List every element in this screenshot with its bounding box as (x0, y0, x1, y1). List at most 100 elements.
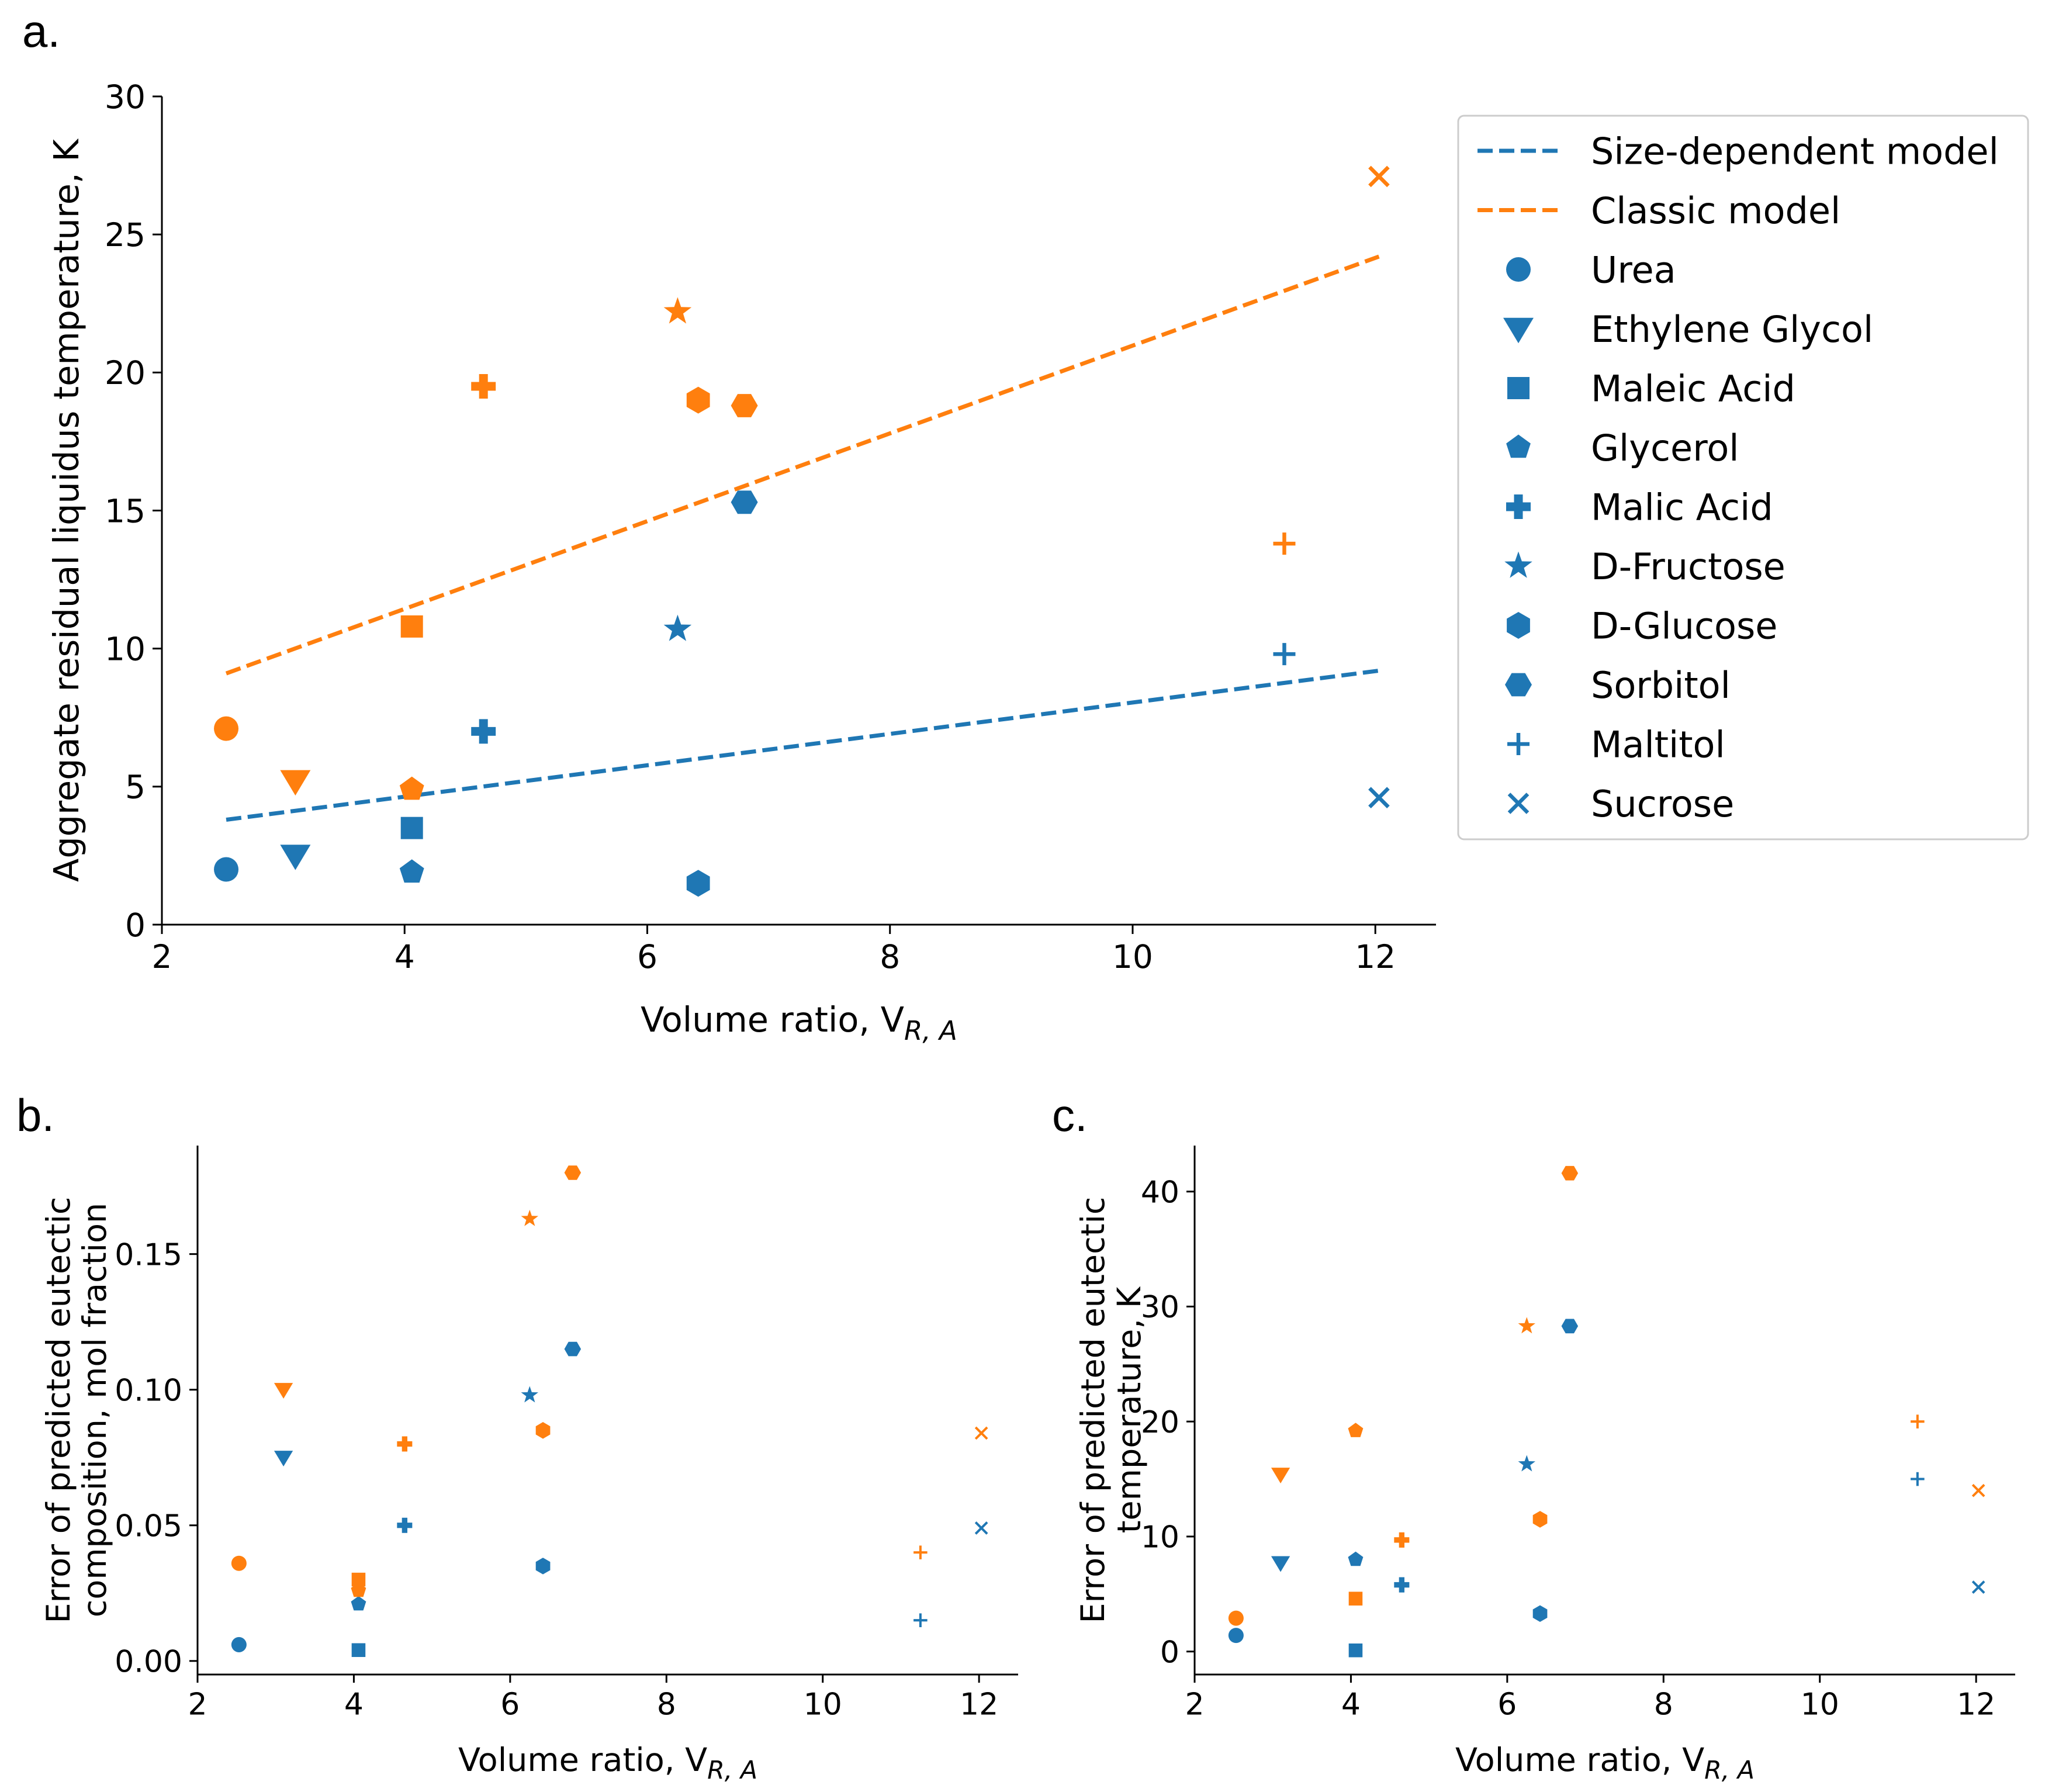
x-axis-label-sub: R, A (904, 1015, 957, 1046)
legend-label: Sucrose (1591, 783, 1734, 825)
point-size-dependent-d-fructose (1518, 1455, 1535, 1472)
legend-label: D-Fructose (1591, 545, 1786, 588)
point-size-dependent-sorbitol (564, 1341, 582, 1357)
y-tick-label: 0.15 (115, 1237, 182, 1272)
y-axis-label: temperature, K (1110, 1286, 1148, 1533)
point-classic-d-glucose (686, 386, 710, 414)
point-size-dependent-sucrose (1368, 787, 1390, 809)
model-line-classic (225, 254, 1380, 676)
point-size-dependent-ethylene-glycol (274, 1451, 293, 1467)
point-size-dependent-ethylene-glycol (280, 845, 311, 870)
point-size-dependent-d-fructose (663, 614, 692, 641)
legend-label: Urea (1591, 248, 1676, 291)
point-classic-maltitol (1911, 1414, 1925, 1428)
y-tick-label: 10 (1141, 1520, 1179, 1555)
x-tick-label: 2 (1185, 1687, 1204, 1722)
y-axis-label: Error of predicted eutectic (40, 1196, 78, 1623)
x-tick-label: 10 (1801, 1687, 1839, 1722)
point-classic-sucrose (1971, 1483, 1985, 1497)
x-tick-label: 8 (1654, 1687, 1673, 1722)
point-size-dependent-maleic-acid (351, 1643, 366, 1658)
y-tick-label: 20 (1141, 1405, 1179, 1440)
y-tick-label: 0.05 (115, 1509, 182, 1544)
panel-a-chart: a. 2 4 6 8 10 12 0 5 10 15 20 25 30 Volume ratio, VR, … (22, 5, 1436, 1046)
legend-marker-ethylene-glycol (1503, 317, 1534, 344)
point-classic-urea (1228, 1610, 1244, 1626)
legend-label: D-Glucose (1591, 604, 1777, 647)
point-size-dependent-maleic-acid (400, 817, 423, 839)
legend-marker-malic-acid (1506, 494, 1531, 519)
y-tick-label: 10 (105, 630, 146, 667)
point-classic-maleic-acid (1348, 1592, 1363, 1606)
y-tick-label: 0.00 (115, 1645, 182, 1680)
point-classic-ethylene-glycol (1271, 1468, 1290, 1483)
y-tick-label: 30 (1141, 1290, 1179, 1325)
point-size-dependent-sucrose (1971, 1580, 1985, 1594)
point-size-dependent-maltitol (913, 1613, 928, 1627)
x-axis-label: Volume ratio, VR, A (1455, 1741, 1755, 1785)
legend-label: Classic model (1591, 189, 1840, 232)
x-tick-label: 8 (880, 938, 900, 975)
point-size-dependent-ethylene-glycol (1271, 1556, 1290, 1572)
x-tick-label: 2 (188, 1687, 207, 1722)
point-classic-ethylene-glycol (280, 770, 311, 796)
point-classic-sucrose (974, 1426, 988, 1440)
legend-label: Size-dependent model (1591, 130, 1999, 172)
panel-label-a: a. (22, 5, 60, 57)
y-tick-label: 15 (105, 492, 146, 530)
point-size-dependent-malic-acid (471, 719, 496, 744)
point-classic-sucrose (1368, 165, 1390, 188)
y-tick-label: 5 (125, 769, 146, 806)
legend-marker-glycerol (1506, 434, 1531, 458)
legend-label: Maltitol (1591, 723, 1725, 766)
point-classic-maltitol (913, 1545, 928, 1559)
legend-marker-sorbitol (1505, 673, 1532, 697)
point-classic-sorbitol (1561, 1165, 1579, 1181)
x-tick-label: 10 (804, 1687, 842, 1722)
point-size-dependent-urea (214, 857, 239, 882)
y-tick-label: 25 (105, 216, 146, 254)
point-classic-d-glucose (1532, 1511, 1548, 1528)
x-tick-label: 4 (1341, 1687, 1361, 1722)
point-size-dependent-sorbitol (731, 490, 758, 514)
point-classic-sorbitol (731, 394, 758, 417)
y-tick-label: 40 (1141, 1175, 1179, 1210)
x-axis-label-sub: R, A (707, 1756, 757, 1785)
x-axis-label-main: Volume ratio, V (458, 1741, 707, 1779)
x-tick-label: 10 (1112, 938, 1153, 975)
x-tick-label: 2 (152, 938, 172, 975)
panel-c-chart: c. 2 4 6 8 10 12 0 10 20 30 40 Volume ratio, VR, A Er… (1052, 1089, 2015, 1785)
y-axis-label: Error of predicted eutectic (1074, 1196, 1112, 1623)
x-tick-label: 6 (500, 1687, 520, 1722)
x-axis-label: Volume ratio, VR, A (458, 1741, 757, 1785)
legend-label: Maleic Acid (1591, 367, 1795, 410)
point-classic-ethylene-glycol (274, 1383, 293, 1399)
x-tick-label: 12 (960, 1687, 998, 1722)
point-size-dependent-urea (1228, 1628, 1244, 1644)
point-classic-urea (214, 716, 239, 741)
point-classic-glycerol (399, 776, 424, 800)
legend-marker-maleic-acid (1507, 377, 1530, 399)
point-size-dependent-d-fructose (521, 1386, 538, 1403)
point-classic-urea (231, 1555, 247, 1571)
legend-marker-maltitol (1507, 733, 1530, 755)
point-classic-malic-acid (397, 1436, 413, 1452)
point-size-dependent-d-glucose (535, 1558, 551, 1575)
legend-label: Sorbitol (1591, 664, 1731, 707)
panel-b-chart: b. 2 4 6 8 10 12 0.00 0.05 0.10 0.15 Volume ratio, … (16, 1089, 1018, 1785)
point-size-dependent-malic-acid (1394, 1577, 1410, 1593)
point-classic-d-fructose (663, 297, 692, 324)
panel-label-b: b. (16, 1089, 54, 1141)
point-classic-d-fructose (1518, 1317, 1535, 1334)
point-classic-maleic-acid (351, 1572, 366, 1587)
legend-marker-sucrose (1507, 793, 1530, 814)
point-size-dependent-sucrose (974, 1521, 988, 1535)
point-size-dependent-sorbitol (1561, 1319, 1579, 1334)
y-tick-label: 30 (105, 78, 146, 116)
legend-label: Malic Acid (1591, 486, 1773, 528)
point-classic-maltitol (1273, 532, 1296, 555)
point-size-dependent-malic-acid (397, 1517, 413, 1533)
point-classic-d-fructose (521, 1209, 538, 1226)
point-classic-glycerol (1348, 1423, 1364, 1437)
point-classic-glycerol (351, 1582, 366, 1597)
